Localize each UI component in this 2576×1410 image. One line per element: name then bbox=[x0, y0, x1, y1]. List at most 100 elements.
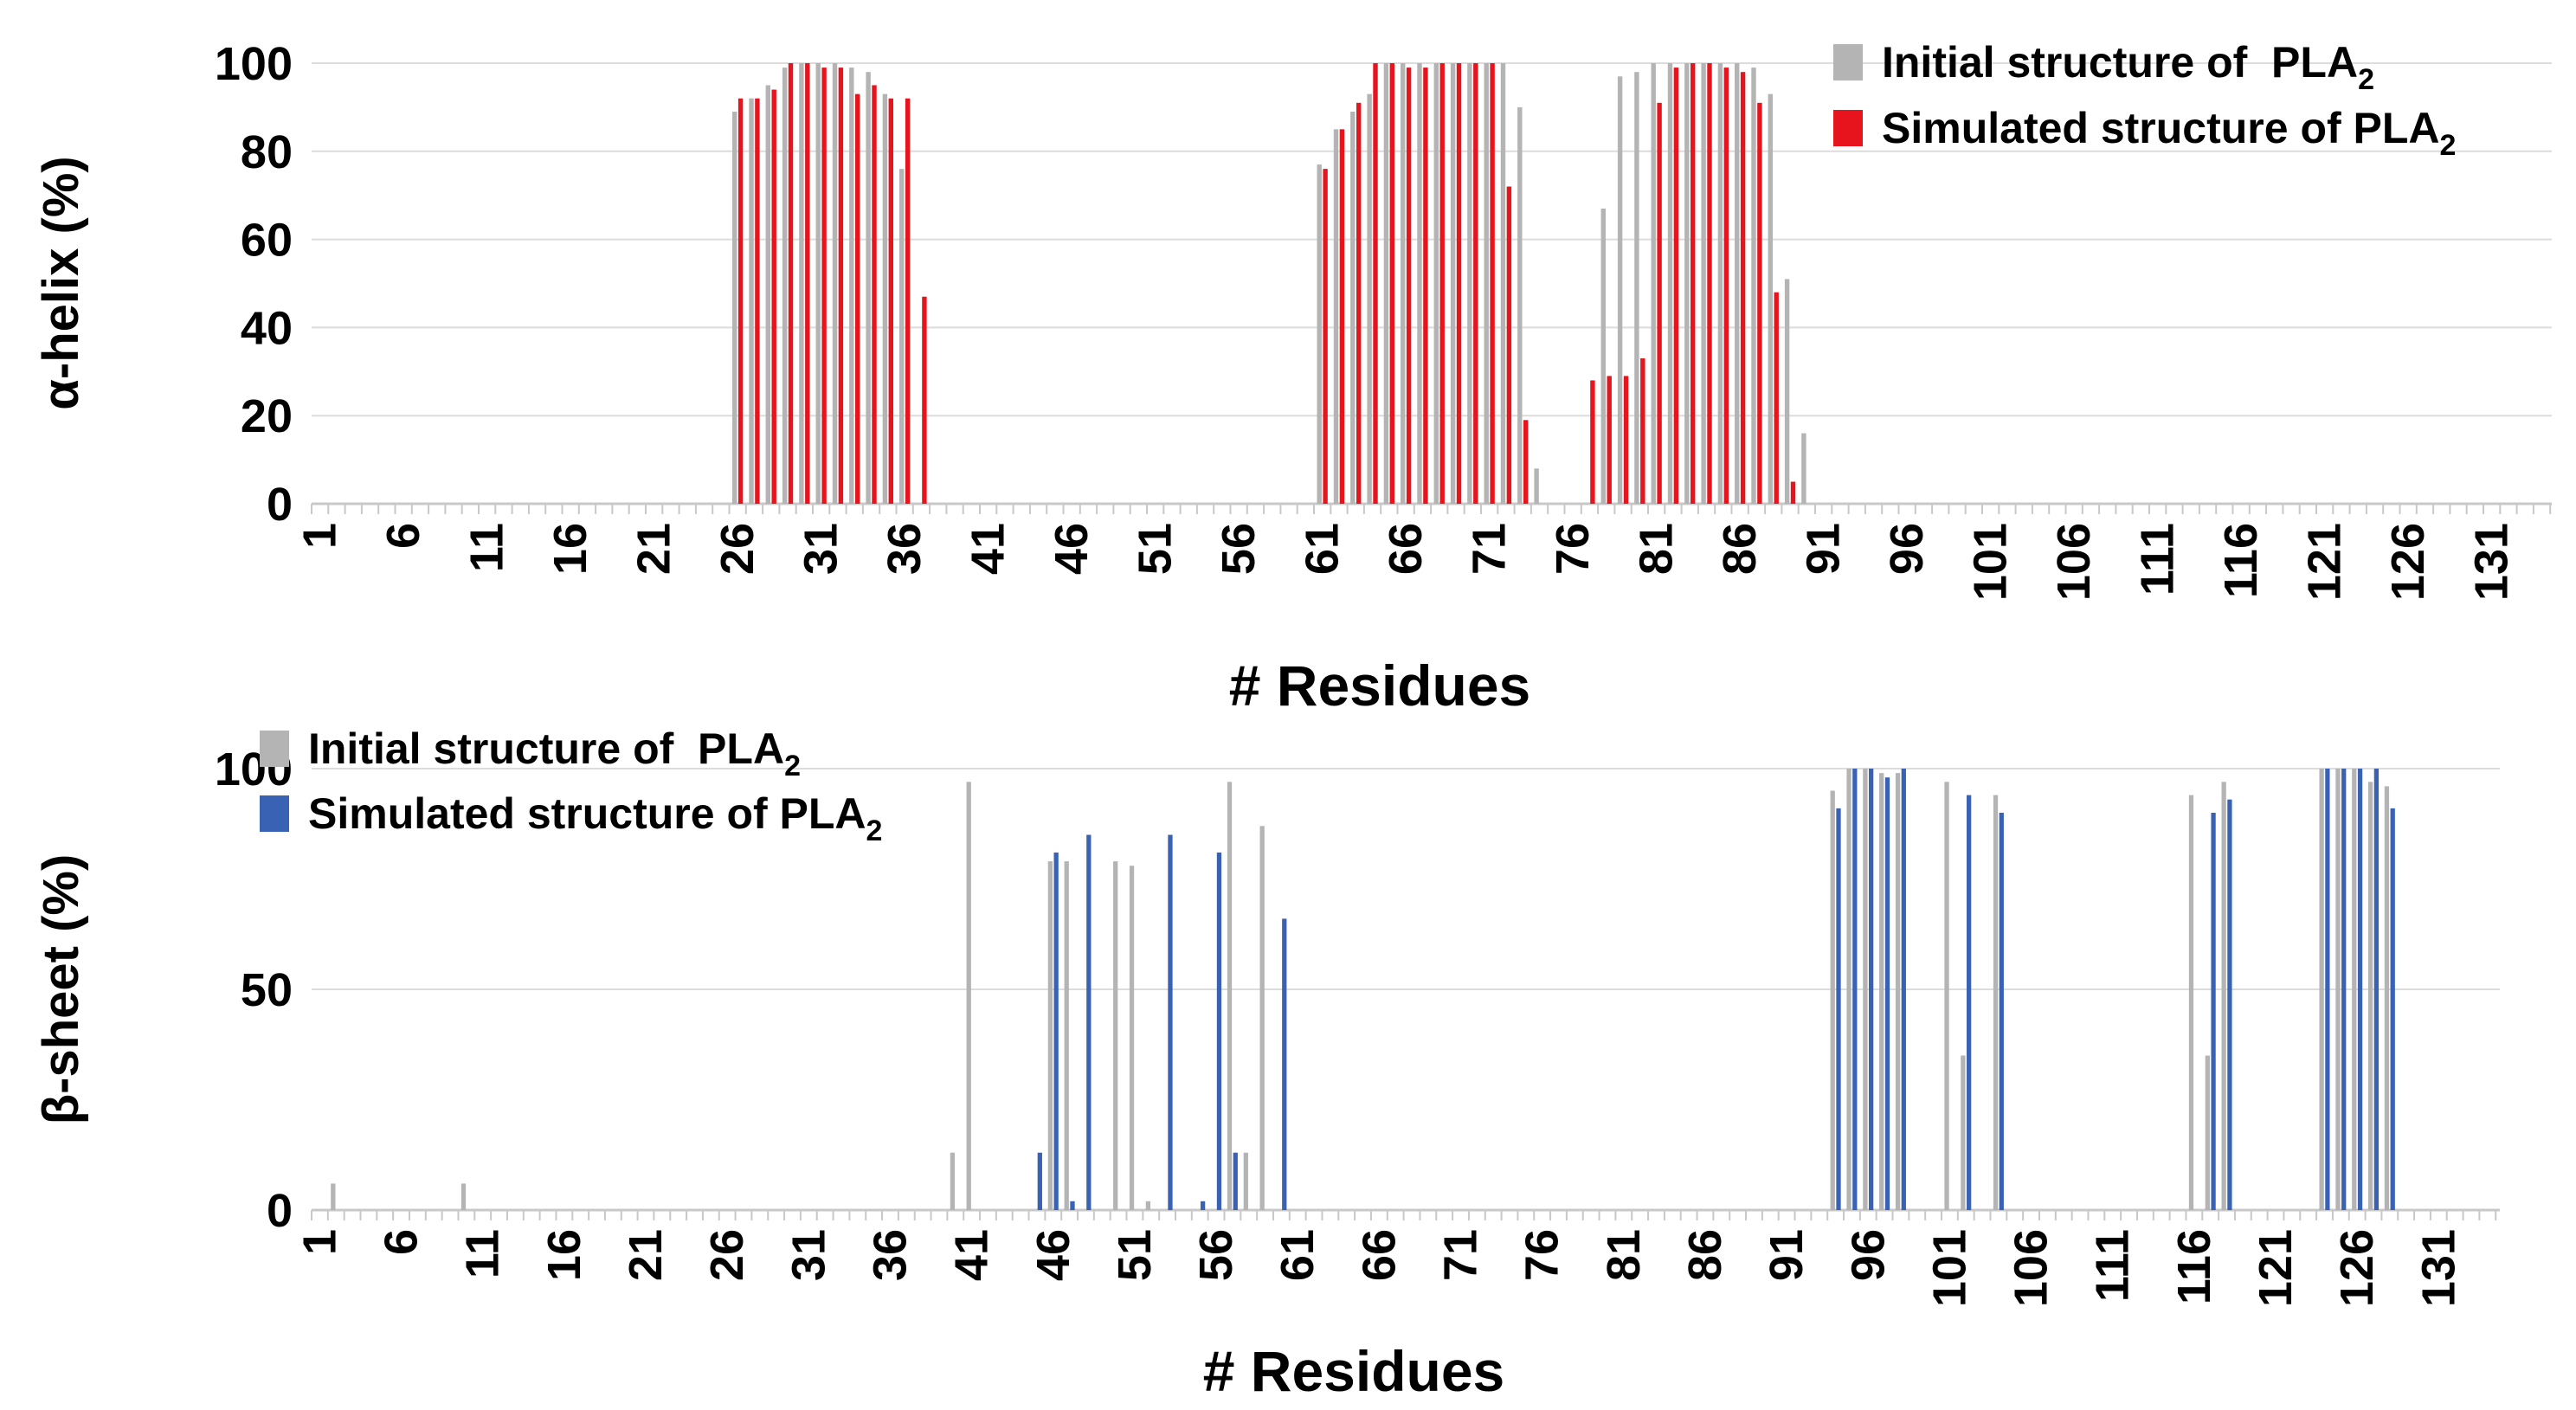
bar-simulated-res-30 bbox=[805, 63, 810, 504]
x-tick-label: 1 bbox=[293, 1229, 345, 1255]
bar-simulated-res-29 bbox=[788, 63, 794, 504]
x-tick-label: 61 bbox=[1297, 523, 1349, 575]
bar-initial-res-104 bbox=[1993, 795, 1999, 1210]
bar-simulated-res-68 bbox=[1439, 63, 1445, 504]
bar-simulated-res-77 bbox=[1590, 380, 1595, 504]
x-tick-label: 126 bbox=[2382, 523, 2434, 601]
bar-simulated-res-33 bbox=[855, 93, 860, 504]
legend-swatch-simulated bbox=[1833, 110, 1863, 146]
bar-simulated-res-72 bbox=[1506, 186, 1512, 504]
x-tick-label: 81 bbox=[1631, 523, 1683, 575]
bar-initial-res-26 bbox=[731, 111, 737, 505]
x-tick-label: 46 bbox=[1027, 1229, 1079, 1281]
bar-initial-res-65 bbox=[1383, 63, 1389, 504]
bar-initial-res-87 bbox=[1751, 68, 1756, 504]
y-tick-label: 20 bbox=[241, 390, 293, 442]
x-tick-label: 96 bbox=[1881, 523, 1933, 575]
bar-initial-res-30 bbox=[799, 63, 804, 504]
x-tick-label: 101 bbox=[1965, 523, 2017, 601]
legend-label-simulated: Simulated structure of PLA2 bbox=[308, 789, 882, 847]
bar-simulated-res-32 bbox=[838, 68, 844, 504]
bar-initial-res-69 bbox=[1450, 63, 1456, 504]
y-axis-label: β-sheet (%) bbox=[33, 854, 89, 1125]
bar-initial-res-33 bbox=[849, 68, 854, 504]
bar-initial-res-125 bbox=[2335, 769, 2341, 1210]
bar-simulated-res-45 bbox=[1037, 1152, 1042, 1210]
bar-simulated-res-97 bbox=[1884, 777, 1890, 1210]
x-tick-label: 41 bbox=[946, 1229, 998, 1281]
x-tick-label: 116 bbox=[2168, 1229, 2220, 1304]
x-tick-label: 116 bbox=[2215, 523, 2267, 598]
bar-initial-res-126 bbox=[2352, 769, 2357, 1210]
bar-initial-res-124 bbox=[2319, 769, 2324, 1210]
bar-simulated-res-125 bbox=[2341, 769, 2347, 1210]
bar-simulated-res-26 bbox=[737, 98, 744, 504]
legend-swatch-initial bbox=[260, 731, 289, 767]
bar-simulated-res-37 bbox=[922, 296, 927, 504]
bar-simulated-res-96 bbox=[1869, 769, 1874, 1210]
y-axis-label: α-helix (%) bbox=[33, 156, 89, 409]
bar-initial-res-52 bbox=[1145, 1201, 1150, 1210]
x-tick-label: 6 bbox=[376, 1229, 428, 1255]
x-tick-label: 36 bbox=[864, 1229, 916, 1281]
x-tick-label: 31 bbox=[782, 1229, 834, 1281]
y-tick-label: 40 bbox=[241, 302, 293, 354]
bar-simulated-res-89 bbox=[1790, 481, 1796, 504]
bar-initial-res-67 bbox=[1417, 63, 1422, 504]
x-tick-label: 121 bbox=[2299, 523, 2351, 601]
x-axis-title: # Residues bbox=[1229, 653, 1531, 718]
bar-initial-res-29 bbox=[782, 68, 788, 504]
bar-simulated-res-53 bbox=[1168, 834, 1173, 1210]
bar-simulated-res-78 bbox=[1607, 376, 1612, 504]
bar-initial-res-57 bbox=[1227, 782, 1233, 1210]
x-tick-label: 106 bbox=[2048, 523, 2100, 601]
x-tick-label: 86 bbox=[1714, 523, 1766, 575]
bar-initial-res-102 bbox=[1961, 1055, 1966, 1210]
y-tick-label: 50 bbox=[241, 964, 293, 1016]
bar-initial-res-32 bbox=[832, 63, 838, 504]
bar-initial-res-83 bbox=[1684, 63, 1690, 504]
bar-simulated-res-81 bbox=[1657, 102, 1662, 504]
x-tick-label: 16 bbox=[544, 523, 596, 575]
x-tick-label: 66 bbox=[1353, 1229, 1405, 1281]
x-tick-label: 71 bbox=[1435, 1229, 1487, 1281]
bar-initial-res-31 bbox=[815, 63, 821, 504]
x-tick-label: 111 bbox=[2087, 1229, 2139, 1302]
y-tick-label: 0 bbox=[267, 1185, 293, 1237]
bar-initial-res-73 bbox=[1517, 106, 1523, 505]
bar-initial-res-82 bbox=[1667, 63, 1673, 504]
bar-simulated-res-84 bbox=[1707, 63, 1712, 504]
x-tick-label: 131 bbox=[2412, 1229, 2464, 1307]
bar-initial-res-27 bbox=[749, 98, 754, 504]
bar-simulated-res-70 bbox=[1473, 63, 1478, 504]
x-tick-label: 11 bbox=[457, 1229, 509, 1278]
y-tick-label: 100 bbox=[215, 38, 293, 90]
bar-initial-res-128 bbox=[2384, 786, 2390, 1210]
x-tick-label: 66 bbox=[1380, 523, 1432, 575]
x-tick-label: 106 bbox=[2006, 1229, 2058, 1307]
bar-initial-res-127 bbox=[2367, 782, 2373, 1210]
bar-initial-res-70 bbox=[1467, 63, 1472, 504]
x-tick-label: 86 bbox=[1679, 1229, 1731, 1281]
bar-initial-res-118 bbox=[2221, 782, 2226, 1210]
legend-swatch-simulated bbox=[260, 795, 289, 832]
bar-initial-res-71 bbox=[1484, 63, 1489, 504]
bar-initial-res-98 bbox=[1895, 773, 1901, 1210]
x-tick-label: 21 bbox=[628, 523, 680, 575]
bar-simulated-res-95 bbox=[1852, 769, 1858, 1210]
bar-initial-res-116 bbox=[2188, 795, 2194, 1210]
bar-initial-res-59 bbox=[1259, 826, 1265, 1210]
x-tick-label: 31 bbox=[795, 523, 847, 575]
bar-initial-res-28 bbox=[765, 85, 770, 504]
x-tick-label: 51 bbox=[1130, 523, 1182, 575]
x-tick-label: 26 bbox=[701, 1229, 753, 1281]
bar-initial-res-96 bbox=[1863, 769, 1868, 1210]
bar-simulated-res-57 bbox=[1233, 1152, 1238, 1210]
x-tick-label: 26 bbox=[712, 523, 763, 575]
bar-initial-res-50 bbox=[1113, 861, 1118, 1210]
bar-simulated-res-55 bbox=[1200, 1201, 1206, 1210]
bar-simulated-res-47 bbox=[1070, 1201, 1075, 1210]
x-tick-label: 71 bbox=[1464, 523, 1516, 575]
